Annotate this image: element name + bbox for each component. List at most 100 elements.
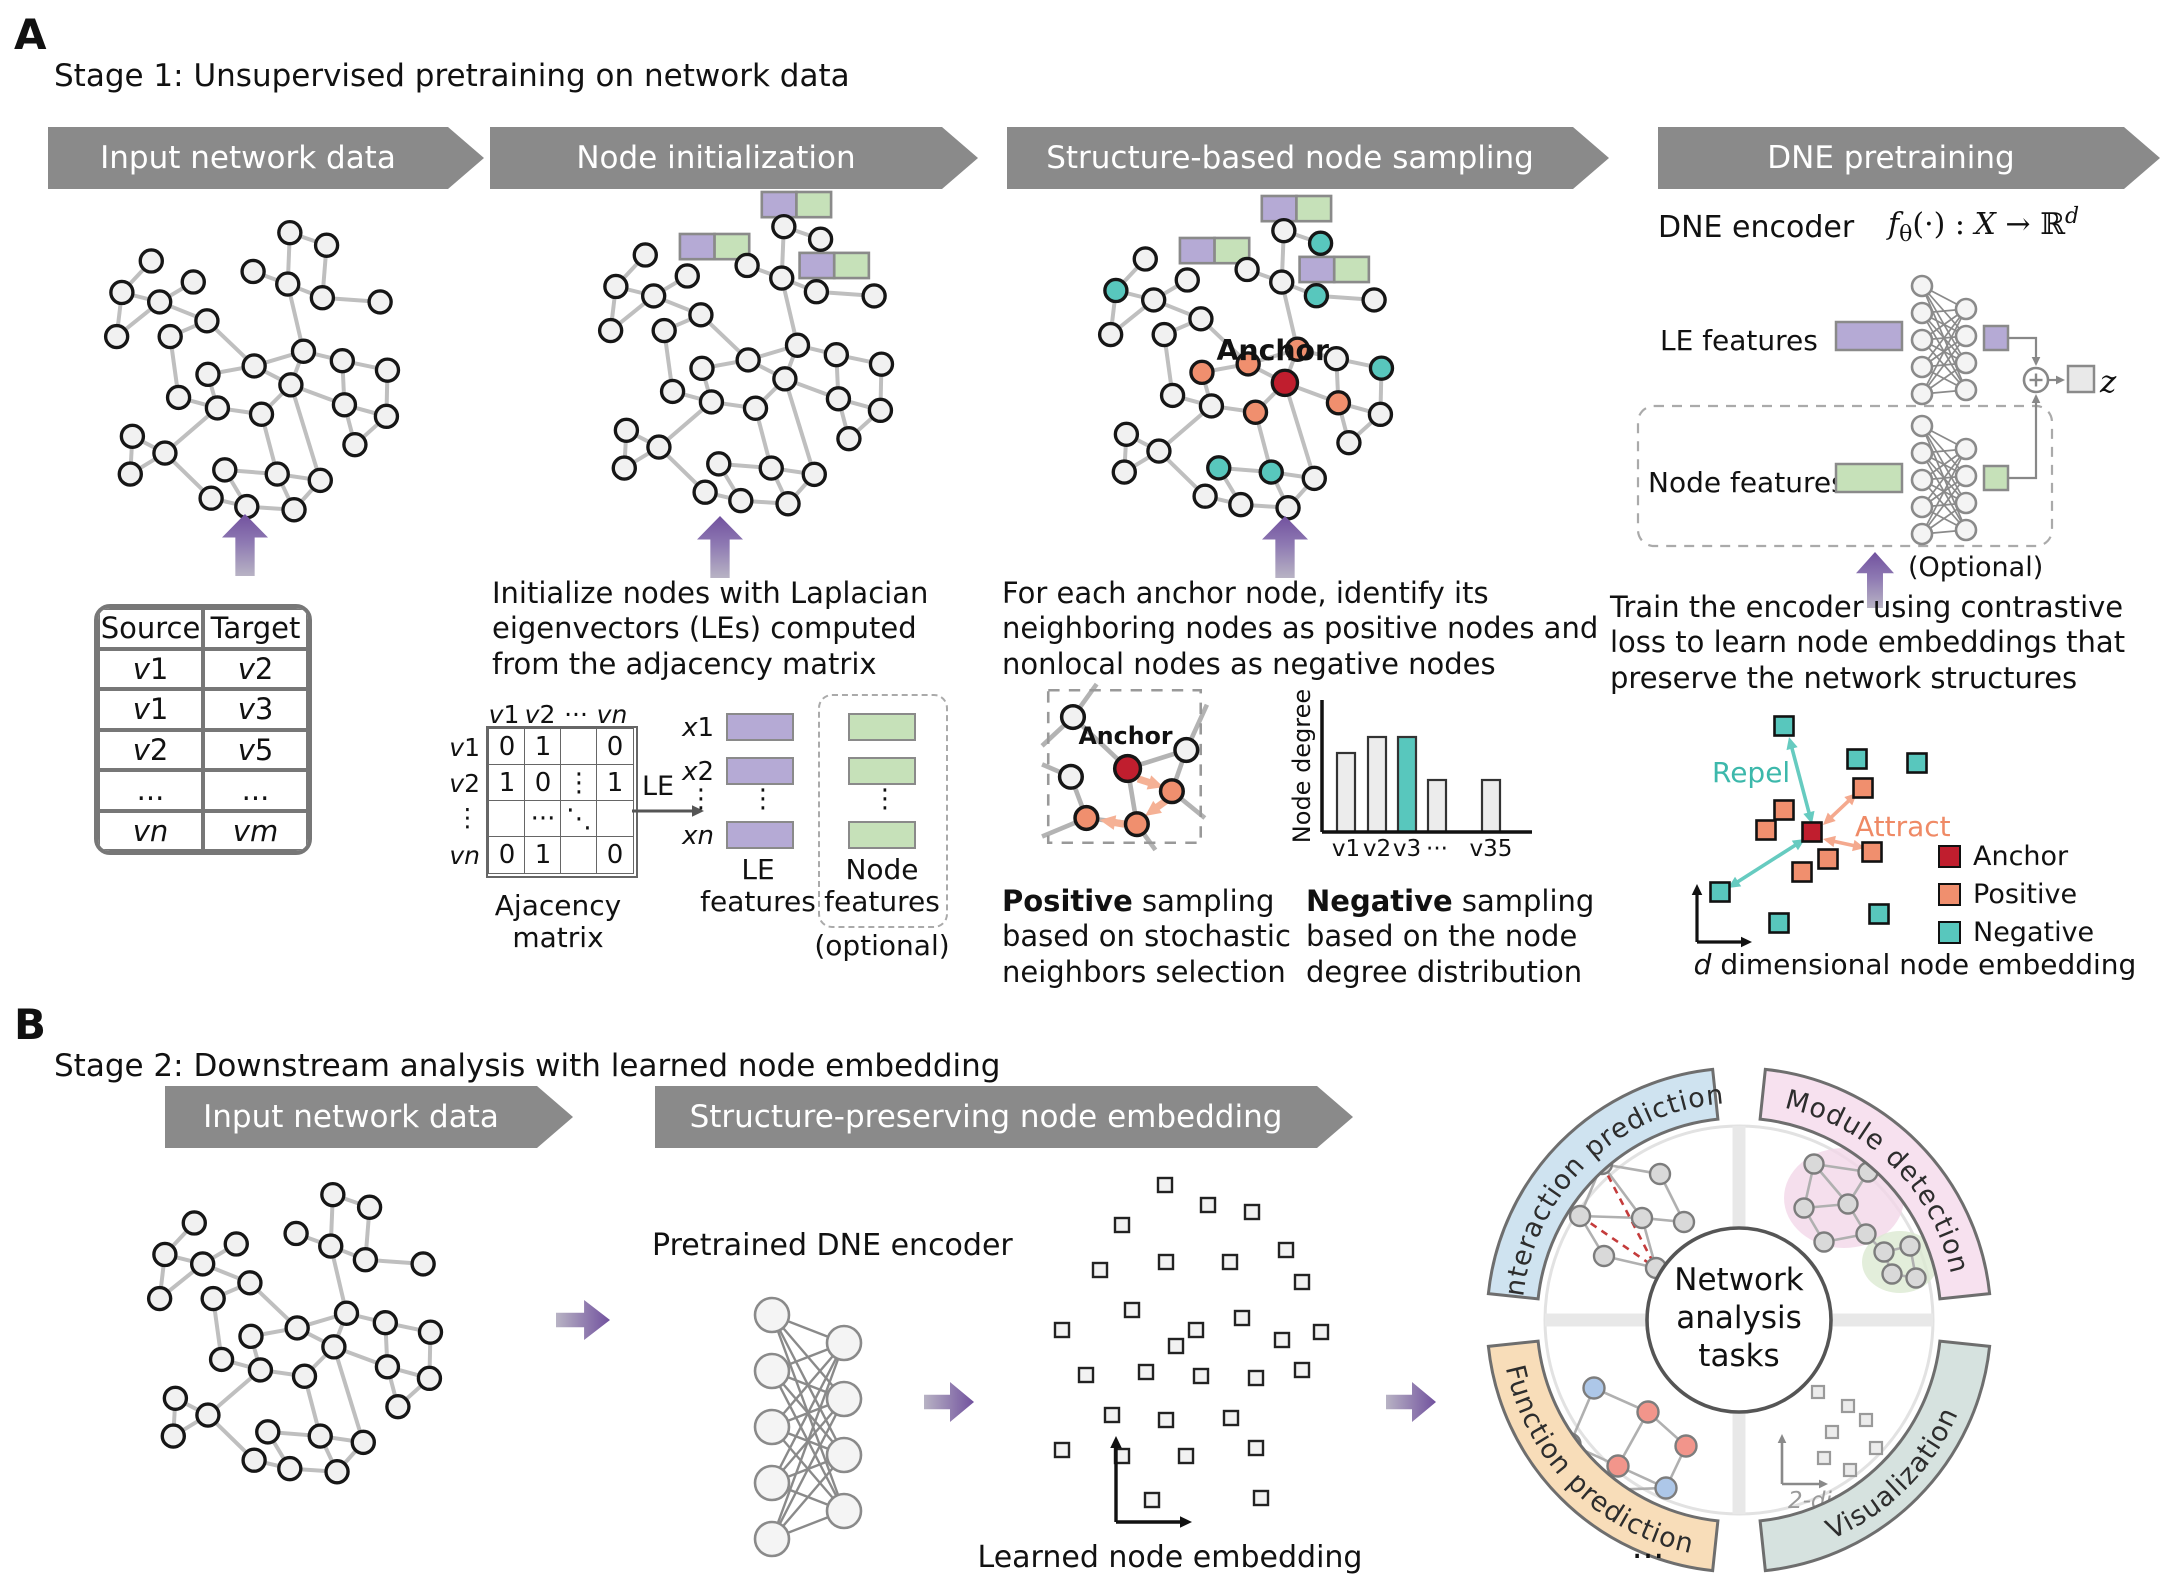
- banner-label: Structure-preserving node embedding: [689, 1099, 1283, 1135]
- graph-node: [659, 378, 686, 405]
- neuron-node: [1954, 378, 1978, 402]
- le-feature-bar: [1178, 236, 1216, 265]
- right-arrow-icon: [924, 1382, 974, 1422]
- graph-node: [275, 271, 301, 297]
- embedding-square: [1123, 1301, 1141, 1319]
- negative-square: [1906, 752, 1928, 774]
- graph-node: [1188, 306, 1214, 332]
- arrowhead-icon: [1145, 800, 1162, 816]
- graph-node: [162, 1385, 189, 1411]
- graph-node: [603, 273, 629, 300]
- le-arrow-label: LE: [642, 771, 674, 802]
- center-label: Network: [1674, 1262, 1803, 1298]
- graph-node: [1672, 1210, 1696, 1234]
- caption-d: d: [1693, 948, 1712, 981]
- graph-node: [758, 455, 784, 481]
- le-output-square: [1982, 324, 2010, 352]
- graph-edge: [770, 1342, 846, 1540]
- node-features-caption: Node features: [824, 853, 940, 919]
- graph-node: [1803, 1153, 1825, 1175]
- graph-node: [277, 219, 303, 246]
- tick-label: v35: [1470, 836, 1513, 862]
- graph-node: [281, 497, 307, 523]
- matrix-cell: [488, 800, 526, 838]
- node-feature-bar: [795, 190, 833, 219]
- embedding-square: [1157, 1411, 1175, 1429]
- graph-node: [1813, 1231, 1835, 1253]
- node-feature-bar: [1332, 255, 1371, 284]
- neuron-node: [1910, 468, 1934, 492]
- negative-square: [1773, 715, 1795, 737]
- graph-node: [241, 1447, 267, 1473]
- matrix-cell: 0: [596, 728, 634, 766]
- neuron-node: [825, 1380, 863, 1418]
- degree-bar: [1426, 778, 1448, 834]
- embedding-square: [1187, 1321, 1205, 1339]
- embedding-square: [1091, 1261, 1109, 1279]
- neuron-node: [825, 1492, 863, 1530]
- graph-node: [1173, 736, 1200, 764]
- negative-node: [1258, 459, 1284, 485]
- embedding-square: [1156, 1176, 1174, 1194]
- positive-node: [1189, 359, 1215, 386]
- graph-node: [307, 467, 333, 494]
- panel-b-label: B: [14, 1000, 47, 1049]
- neuron-node: [1954, 297, 1978, 321]
- embedding-square: [1103, 1406, 1121, 1424]
- train-description: Train the encoder using contrastive loss…: [1610, 590, 2126, 695]
- le-feature-bar: [1298, 255, 1336, 284]
- graph-edge: [771, 1342, 845, 1428]
- graph-node: [825, 386, 852, 412]
- neuron-node: [753, 1296, 791, 1334]
- positive-node: [1235, 351, 1261, 377]
- node-feature-bar: [848, 713, 916, 741]
- graph-node: [367, 289, 393, 315]
- graph-node: [734, 252, 760, 279]
- matrix-cell: 0: [524, 764, 562, 802]
- dashed-border: [1046, 688, 1203, 845]
- graph-node: [1097, 321, 1124, 348]
- neuron-node: [1954, 324, 1978, 348]
- graph-node: [868, 351, 895, 377]
- graph-node: [1132, 246, 1158, 272]
- banner-structure-preserving-embedding: Structure-preserving node embedding: [655, 1086, 1353, 1148]
- graph-node: [1630, 1206, 1654, 1230]
- node-feature-bar: [848, 757, 916, 785]
- graph-node: [836, 425, 862, 452]
- neuron-node: [1954, 464, 1978, 488]
- anchor-label: Anchor: [1216, 334, 1329, 367]
- learned-embedding-caption: Learned node embedding: [977, 1540, 1363, 1575]
- embedding-square: [1252, 1489, 1270, 1507]
- graph-node: [277, 1455, 303, 1482]
- graph-node: [146, 289, 173, 315]
- graph-node: [1140, 287, 1167, 313]
- banner-label: Input network data: [203, 1099, 499, 1135]
- arrow-shaft: [1733, 841, 1800, 886]
- embedding-square: [1293, 1273, 1311, 1291]
- positive-square: [1852, 777, 1874, 799]
- graph-node: [373, 403, 400, 430]
- graph-node: [1275, 495, 1301, 521]
- graph-node: [283, 1220, 309, 1247]
- graph-node: [204, 395, 231, 421]
- task-arc: [1486, 1339, 1720, 1573]
- graph-node: [1881, 1263, 1903, 1285]
- le-feature-bar: [726, 757, 794, 785]
- graph-edge: [770, 1398, 846, 1540]
- graph-node: [189, 1251, 216, 1277]
- graph-node: [1151, 321, 1177, 348]
- graph-node: [284, 1315, 310, 1341]
- graph-edge: [782, 378, 817, 475]
- formula-domain: X: [1974, 207, 1996, 242]
- panel-a-label: A: [14, 10, 47, 59]
- stage1-title: Stage 1: Unsupervised pretraining on net…: [54, 58, 850, 94]
- banner-input-network-data-b: Input network data: [165, 1086, 573, 1148]
- neuron-node: [1910, 301, 1934, 325]
- graph-node: [651, 317, 677, 344]
- function-node: [1606, 1454, 1630, 1478]
- graph-node: [152, 1241, 178, 1268]
- center-label: analysis: [1676, 1300, 1802, 1336]
- neuron-node: [1910, 328, 1934, 352]
